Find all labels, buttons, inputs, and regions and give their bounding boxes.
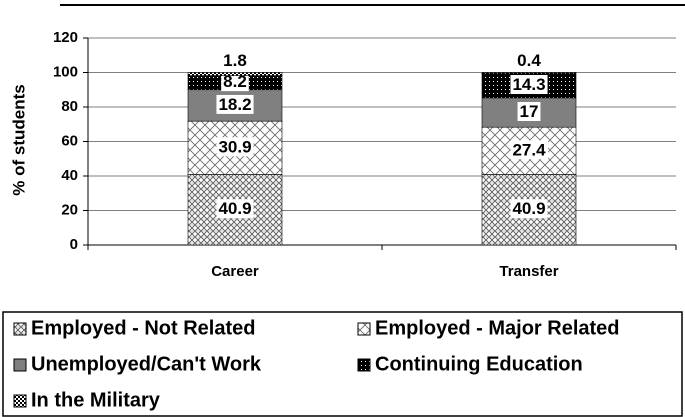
legend-swatch bbox=[13, 358, 27, 372]
y-tick-label: 0 bbox=[70, 236, 78, 253]
data-label-bg bbox=[216, 137, 254, 157]
y-tick-label: 120 bbox=[53, 29, 78, 46]
y-tick-label: 40 bbox=[61, 167, 78, 184]
x-tick-label: Transfer bbox=[499, 263, 558, 280]
legend-swatch bbox=[13, 394, 27, 408]
bar-segment bbox=[481, 72, 577, 74]
data-label: 0.4 bbox=[517, 51, 541, 70]
data-label: 8.2 bbox=[223, 72, 247, 91]
x-tick-label: Career bbox=[211, 263, 259, 280]
legend-swatch bbox=[357, 358, 371, 372]
data-label: 27.4 bbox=[512, 140, 546, 159]
data-label-bg bbox=[221, 72, 249, 92]
y-axis-label: % of students bbox=[9, 84, 28, 195]
y-tick-label: 100 bbox=[53, 63, 78, 80]
bar-segment bbox=[187, 72, 283, 76]
y-tick-label: 20 bbox=[61, 201, 78, 218]
data-label-bg bbox=[510, 75, 548, 95]
data-label: 14.3 bbox=[512, 75, 545, 94]
data-label: 40.9 bbox=[218, 199, 251, 218]
data-label-bg bbox=[517, 102, 541, 122]
legend-label: In the Military bbox=[31, 389, 161, 411]
legend-label: Employed - Major Related bbox=[375, 317, 620, 339]
legend-label: Continuing Education bbox=[375, 353, 583, 375]
legend-swatch bbox=[357, 322, 371, 336]
data-label: 40.9 bbox=[512, 199, 545, 218]
data-label: 18.2 bbox=[218, 95, 251, 114]
legend-swatch bbox=[13, 322, 27, 336]
data-label-bg bbox=[216, 94, 254, 114]
data-label-bg bbox=[216, 199, 254, 219]
data-label: 1.8 bbox=[223, 51, 247, 70]
data-label: 30.9 bbox=[218, 137, 251, 156]
legend-label: Employed - Not Related bbox=[31, 317, 255, 339]
legend-label: Unemployed/Can't Work bbox=[31, 353, 262, 375]
data-label-bg bbox=[510, 199, 548, 219]
data-label: 17 bbox=[520, 102, 539, 121]
data-label-bg bbox=[510, 140, 549, 160]
legend-box bbox=[2, 311, 683, 417]
y-tick-label: 80 bbox=[61, 98, 78, 115]
y-tick-label: 60 bbox=[61, 132, 78, 149]
